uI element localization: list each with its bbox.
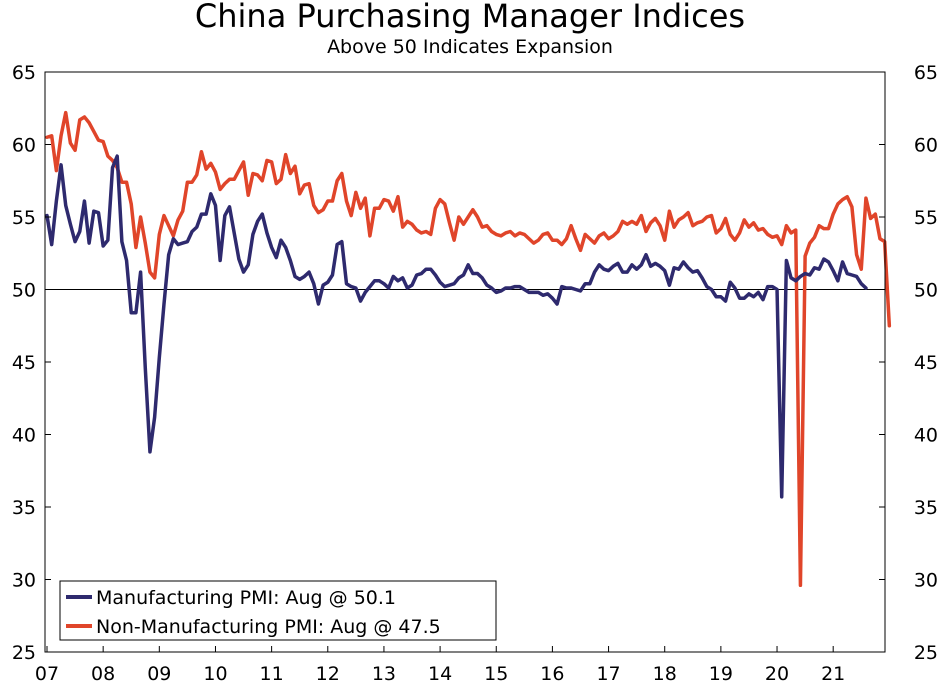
y-tick-label-left: 30 [12,570,36,592]
y-tick-label-right: 50 [914,280,938,302]
x-tick-label: 08 [91,663,115,685]
y-tick-label-right: 30 [914,570,938,592]
x-tick-label: 19 [709,663,733,685]
x-tick-label: 07 [35,663,59,685]
x-tick-label: 09 [147,663,171,685]
legend-label-manufacturing: Manufacturing PMI: Aug @ 50.1 [96,587,396,609]
y-tick-label-right: 25 [914,642,938,664]
x-tick-label: 11 [260,663,284,685]
y-tick-label-left: 35 [12,497,36,519]
x-tick-label: 20 [765,663,789,685]
y-tick-label-right: 55 [914,207,938,229]
legend-box [59,580,497,641]
y-tick-label-left: 40 [12,425,36,447]
x-tick-label: 12 [316,663,340,685]
y-tick-label-left: 45 [12,352,36,374]
chart-title: China Purchasing Manager Indices [195,0,745,35]
y-tick-label-right: 60 [914,135,938,157]
y-tick-label-right: 40 [914,425,938,447]
y-tick-label-left: 25 [12,642,36,664]
chart-subtitle: Above 50 Indicates Expansion [327,36,613,58]
x-tick-label: 21 [821,663,845,685]
y-tick-label-left: 65 [12,62,36,84]
x-tick-label: 13 [372,663,396,685]
plot-frame [44,71,886,653]
series-line-manufacturing [45,154,868,499]
y-tick-label-right: 45 [914,352,938,374]
legend: Manufacturing PMI: Aug @ 50.1 Non-Manufa… [59,580,497,641]
x-tick-label: 18 [653,663,677,685]
y-tick-label-right: 35 [914,497,938,519]
x-tick-label: 15 [484,663,508,685]
x-tick-label: 16 [540,663,564,685]
x-tick-label: 17 [596,663,620,685]
y-tick-label-left: 60 [12,135,36,157]
lines-layer [45,110,892,588]
series-line-non-manufacturing [45,110,892,588]
y-tick-label-right: 65 [914,62,938,84]
x-tick-label: 14 [428,663,452,685]
x-tick-label: 10 [203,663,227,685]
y-tick-label-left: 55 [12,207,36,229]
axis-layer: 25 25 30 30 35 35 40 40 45 45 50 50 55 55 60 60 65 65 07 08… [12,62,938,685]
legend-label-non-manufacturing: Non-Manufacturing PMI: Aug @ 47.5 [96,616,441,638]
y-tick-label-left: 50 [12,280,36,302]
